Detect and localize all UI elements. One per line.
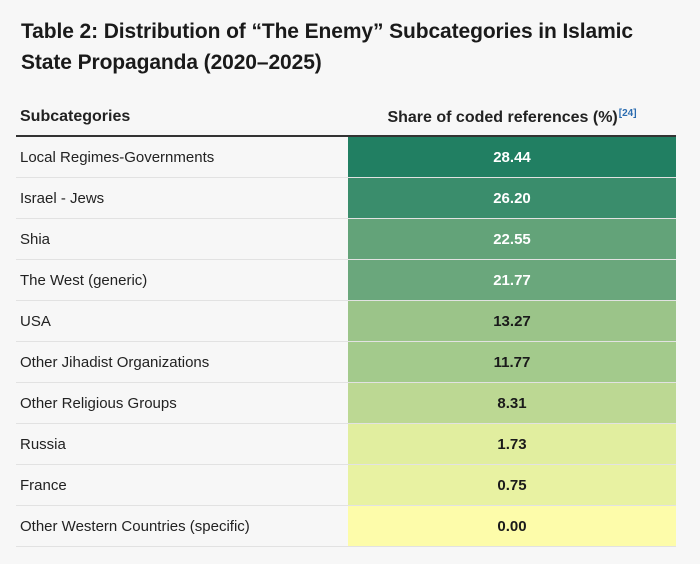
column-header-subcategories: Subcategories bbox=[16, 99, 348, 137]
table-body: Local Regimes-Governments 28.44 Israel - J… bbox=[16, 136, 676, 547]
table-row: Russia 1.73 bbox=[16, 423, 676, 465]
table-row: Other Jihadist Organizations 11.77 bbox=[16, 341, 676, 383]
table-row: France 0.75 bbox=[16, 464, 676, 506]
table-row: Other Religious Groups 8.31 bbox=[16, 382, 676, 424]
row-value-cell: 11.77 bbox=[348, 341, 676, 383]
row-label: France bbox=[16, 464, 348, 506]
row-value-cell: 26.20 bbox=[348, 177, 676, 219]
column-header-share-label: Share of coded references (%) bbox=[387, 108, 618, 126]
row-label: The West (generic) bbox=[16, 259, 348, 301]
row-label: Other Western Countries (specific) bbox=[16, 505, 348, 547]
row-label: Russia bbox=[16, 423, 348, 465]
footnote-link[interactable]: [24] bbox=[618, 107, 637, 119]
table-row: Other Western Countries (specific) 0.00 bbox=[16, 505, 676, 547]
data-table: Subcategories Share of coded references … bbox=[16, 99, 676, 547]
table-title: Table 2: Distribution of “The Enemy” Sub… bbox=[21, 20, 633, 74]
row-value-cell: 0.75 bbox=[348, 464, 676, 506]
row-label: Other Religious Groups bbox=[16, 382, 348, 424]
row-value-cell: 8.31 bbox=[348, 382, 676, 424]
row-value-cell: 0.00 bbox=[348, 505, 676, 547]
row-value-cell: 21.77 bbox=[348, 259, 676, 301]
row-value-cell: 1.73 bbox=[348, 423, 676, 465]
row-label: USA bbox=[16, 300, 348, 342]
table-row: Shia 22.55 bbox=[16, 218, 676, 260]
row-value-cell: 28.44 bbox=[348, 136, 676, 178]
row-label: Shia bbox=[16, 218, 348, 260]
row-value-cell: 13.27 bbox=[348, 300, 676, 342]
table-row: Local Regimes-Governments 28.44 bbox=[16, 136, 676, 178]
row-label: Israel - Jews bbox=[16, 177, 348, 219]
table-row: USA 13.27 bbox=[16, 300, 676, 342]
row-label: Local Regimes-Governments bbox=[16, 136, 348, 178]
table-row: The West (generic) 21.77 bbox=[16, 259, 676, 301]
table-row: Israel - Jews 26.20 bbox=[16, 177, 676, 219]
row-value-cell: 22.55 bbox=[348, 218, 676, 260]
header-row: Subcategories Share of coded references … bbox=[16, 99, 676, 137]
row-label: Other Jihadist Organizations bbox=[16, 341, 348, 383]
column-header-share: Share of coded references (%)[24] bbox=[348, 99, 676, 137]
